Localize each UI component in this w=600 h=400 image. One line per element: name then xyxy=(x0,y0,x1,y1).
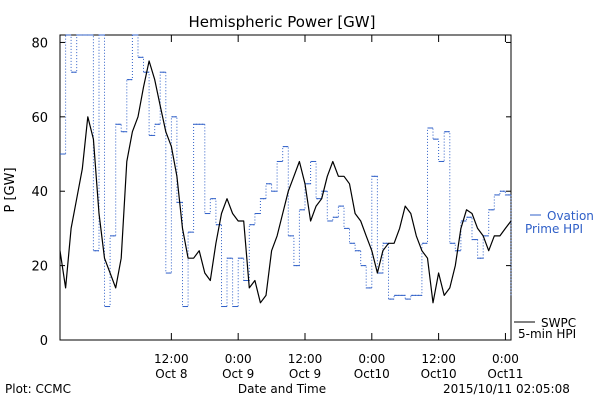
x-tick-label-date: Oct 9 xyxy=(222,367,254,381)
y-axis-label: P [GW] xyxy=(3,167,18,212)
y-tick-label: 80 xyxy=(31,36,48,51)
plot-frame xyxy=(59,34,512,341)
footer-credit: Plot: CCMC xyxy=(5,382,71,396)
y-axis: 0 20 40 60 80 xyxy=(31,36,511,349)
x-tick-label-time: 0:00 xyxy=(492,352,519,366)
x-tick-label-date: Oct11 xyxy=(487,367,523,381)
x-tick-label-date: Oct10 xyxy=(421,367,457,381)
x-tick-label-time: 12:00 xyxy=(421,352,456,366)
swpc-legend-label-line2: 5-min HPI xyxy=(518,327,576,341)
x-tick-label-date: Oct 9 xyxy=(289,367,321,381)
footer-timestamp: 2015/10/11 02:05:08 xyxy=(443,382,570,396)
x-tick-label-date: Oct10 xyxy=(354,367,390,381)
y-tick-label: 20 xyxy=(31,260,48,275)
y-tick-label: 60 xyxy=(31,111,48,126)
x-tick-label-time: 12:00 xyxy=(154,352,189,366)
series-layer xyxy=(59,34,512,308)
y-tick-label: 0 xyxy=(40,334,48,349)
x-tick-label-time: 0:00 xyxy=(225,352,252,366)
ovation-legend-label-line2: Prime HPI xyxy=(525,222,583,236)
swpc-legend-label-line1: SWPC xyxy=(541,316,576,330)
ovation-legend-label-line1: Ovation xyxy=(547,209,594,223)
x-axis-label: Date and Time xyxy=(238,382,326,396)
x-tick-label-date: Oct 8 xyxy=(155,367,187,381)
x-tick-label-time: 0:00 xyxy=(358,352,385,366)
y-tick-label: 40 xyxy=(31,185,48,200)
swpc-5min-hpi-series xyxy=(59,60,512,304)
chart-title: Hemispheric Power [GW] xyxy=(189,13,376,31)
x-tick-label-time: 12:00 xyxy=(288,352,323,366)
